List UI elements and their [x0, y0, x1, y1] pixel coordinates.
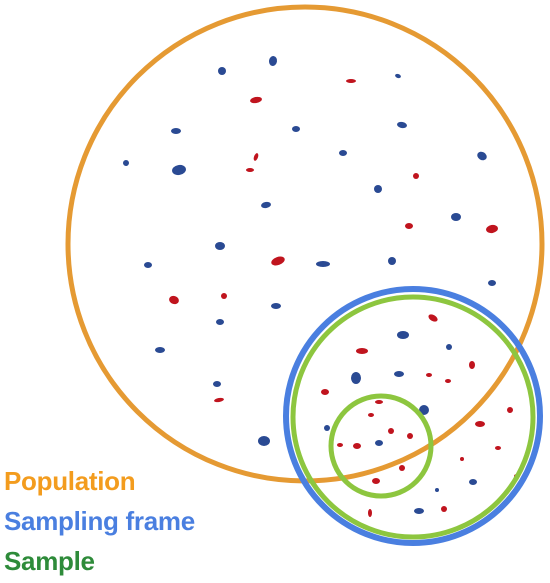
- red-dot: [321, 389, 329, 395]
- red-dot: [388, 428, 394, 434]
- red-dot: [346, 79, 356, 83]
- sampling-frame-inner-circle: [290, 294, 536, 540]
- red-dot: [460, 457, 464, 461]
- red-dot: [486, 224, 498, 234]
- red-dot: [356, 348, 368, 354]
- blue-dot: [414, 508, 424, 514]
- blue-dot: [316, 261, 330, 267]
- red-dot: [407, 433, 413, 439]
- blue-dot: [261, 201, 271, 209]
- red-dot: [368, 509, 372, 517]
- blue-dot: [451, 213, 461, 221]
- red-dot: [507, 407, 513, 413]
- red-dot: [372, 478, 380, 484]
- blue-dot: [394, 371, 404, 377]
- blue-dot: [351, 372, 361, 384]
- red-dot: [368, 413, 374, 417]
- blue-dot: [446, 344, 452, 350]
- blue-dot: [374, 185, 382, 193]
- red-dot: [271, 256, 285, 266]
- blue-dot: [324, 425, 330, 431]
- blue-dot: [388, 257, 396, 265]
- blue-dot: [218, 67, 226, 75]
- red-dot: [214, 397, 224, 403]
- red-dot: [445, 379, 451, 383]
- red-dot: [253, 153, 259, 161]
- blue-dot: [268, 56, 278, 66]
- red-dot: [399, 465, 405, 471]
- red-dot: [353, 443, 361, 449]
- blue-dot: [144, 262, 152, 268]
- red-dot: [475, 421, 485, 427]
- blue-dot: [292, 126, 300, 132]
- blue-dot: [419, 405, 429, 415]
- dots-layer: [123, 56, 520, 517]
- sample-circle: [328, 393, 434, 499]
- blue-dot: [215, 242, 225, 250]
- legend-sampling-frame-label: Sampling frame: [4, 506, 195, 536]
- blue-dot: [375, 440, 383, 446]
- red-dot: [221, 293, 227, 299]
- red-dot: [413, 173, 419, 179]
- blue-dot: [397, 331, 409, 339]
- red-dot: [169, 295, 179, 305]
- blue-dot: [435, 488, 439, 492]
- red-dot: [495, 446, 501, 450]
- blue-dot: [155, 347, 165, 353]
- blue-dot: [488, 280, 496, 286]
- red-dot: [469, 361, 475, 369]
- population-circle: [65, 4, 545, 484]
- blue-dot: [477, 151, 487, 161]
- blue-dot: [469, 479, 477, 485]
- red-dot: [246, 168, 254, 172]
- blue-dot: [123, 160, 129, 166]
- blue-dot: [258, 436, 270, 446]
- blue-dot: [213, 381, 221, 387]
- blue-dot: [172, 164, 186, 176]
- red-dot: [250, 96, 262, 104]
- red-dot: [337, 443, 343, 447]
- legend-population-label: Population: [4, 466, 136, 496]
- blue-dot: [271, 303, 281, 309]
- blue-dot: [171, 128, 181, 134]
- blue-dot: [397, 121, 407, 129]
- red-dot: [428, 314, 438, 322]
- red-dot: [426, 373, 432, 377]
- legend-sample-label: Sample: [4, 546, 95, 576]
- red-dot: [441, 506, 447, 512]
- blue-dot: [395, 73, 401, 79]
- sampling-frame-outer-circle: [283, 286, 543, 546]
- red-dot: [375, 400, 383, 404]
- blue-dot: [216, 319, 224, 325]
- red-dot: [405, 223, 413, 229]
- blue-dot: [339, 150, 347, 156]
